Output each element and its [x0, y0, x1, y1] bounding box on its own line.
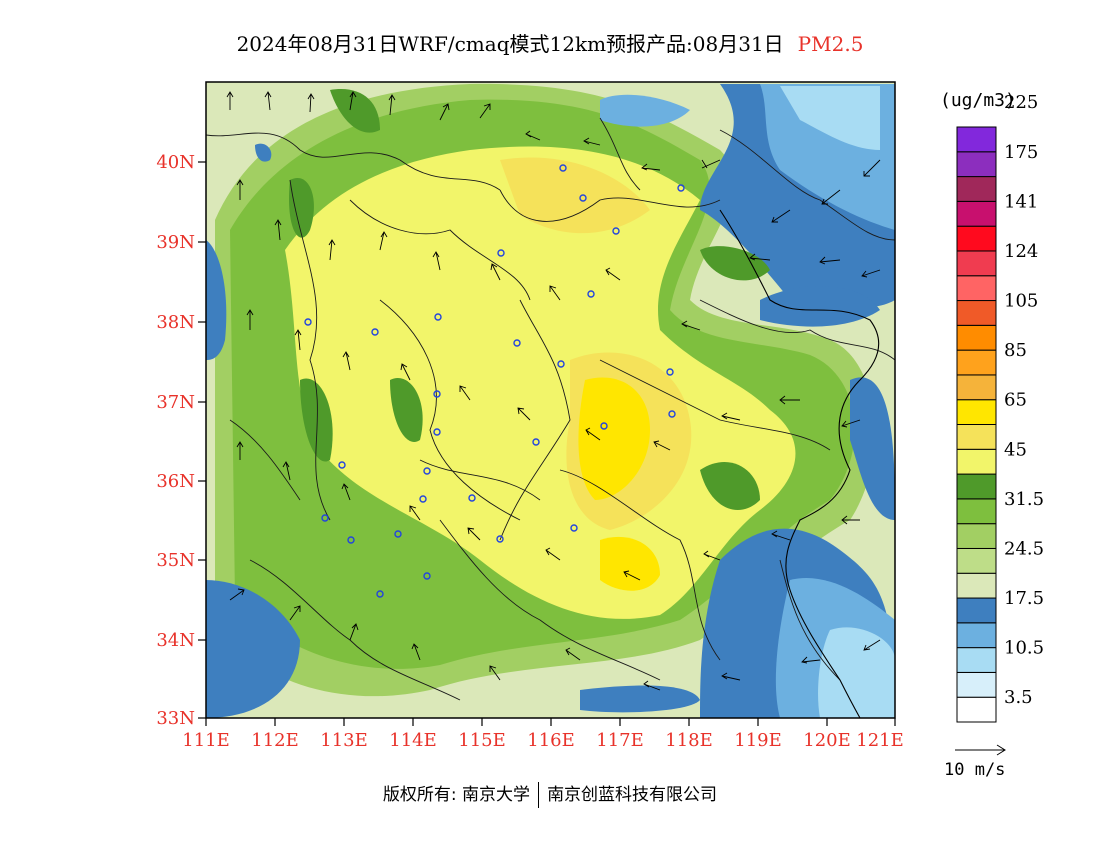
legend-label: 3.5 — [1004, 687, 1033, 708]
legend-swatch — [956, 200, 997, 227]
legend-label: 85 — [1004, 340, 1027, 361]
lat-label-37n: 37N — [156, 392, 195, 413]
lon-label-120e: 120E — [803, 730, 851, 751]
legend-swatch — [956, 349, 997, 376]
lon-label-113e: 113E — [320, 730, 368, 751]
field-blue-west — [206, 240, 227, 360]
legend-label: 45 — [1004, 439, 1027, 460]
legend-swatch — [956, 225, 997, 252]
legend-label: 124 — [1004, 241, 1038, 262]
legend-label: 17.5 — [1004, 588, 1044, 609]
legend-swatch — [956, 424, 997, 450]
lon-label-116e: 116E — [527, 730, 575, 751]
field-peak-south — [600, 536, 660, 591]
legend-swatch — [956, 324, 997, 351]
legend-swatch — [956, 647, 997, 673]
lat-ticks — [198, 161, 206, 719]
legend-swatch — [956, 696, 997, 723]
lat-label-35n: 35N — [156, 550, 195, 571]
legend-label: 24.5 — [1004, 538, 1044, 559]
field-blue-spot — [255, 143, 272, 162]
legend-label: 10.5 — [1004, 638, 1044, 659]
field-darkgreen-1 — [289, 178, 314, 238]
legend-swatch — [956, 498, 997, 525]
field-darkgreen-2 — [330, 89, 380, 133]
province-boundaries — [206, 117, 895, 701]
legend-unit: (ug/m3) — [940, 90, 1016, 111]
city-markers — [304, 164, 685, 598]
legend-swatch — [956, 622, 997, 649]
legend-swatch — [956, 275, 997, 302]
field-blue-southwest — [206, 580, 300, 718]
legend-swatch — [956, 597, 997, 624]
lon-label-119e: 119E — [734, 730, 782, 751]
lon-label-111e: 111E — [182, 730, 230, 751]
lon-label-112e: 112E — [251, 730, 299, 751]
copyright-left: 版权所有: 南京大学 — [382, 785, 531, 805]
lon-label-117e: 117E — [596, 730, 644, 751]
field-blue-yellowsea — [850, 377, 895, 520]
title-text: 2024年08月31日WRF/cmaq模式12km预报产品:08月31日 — [236, 32, 784, 56]
field-blue-se-light — [818, 627, 895, 718]
lon-label-121e: 121E — [856, 730, 904, 751]
lat-label-34n: 34N — [156, 630, 195, 651]
lon-ticks — [205, 718, 896, 726]
legend-label: 105 — [1004, 291, 1038, 312]
legend-labels: 3.5 10.5 17.5 24.5 31.5 45 65 85 105 124 141 175 225 — [1004, 92, 1044, 708]
legend-swatch — [956, 176, 997, 202]
copyright-divider — [538, 782, 540, 808]
legend-label: 141 — [1004, 191, 1038, 212]
field-yellow-core — [285, 146, 796, 619]
legend-label: 175 — [1004, 142, 1038, 163]
legend-swatch — [956, 473, 997, 500]
lat-label-38n: 38N — [156, 312, 195, 333]
lat-label-36n: 36N — [156, 471, 195, 492]
legend-swatch — [956, 399, 997, 425]
legend-swatch — [956, 448, 997, 475]
wind-reference-label: 10 m/s — [944, 760, 1006, 780]
field-darkgreen-5 — [700, 246, 770, 281]
lat-labels: 40N 39N 38N 37N 36N 35N 34N 33N — [156, 152, 195, 729]
copyright: 版权所有: 南京大学 南京创蓝科技有限公司 — [0, 780, 1100, 808]
lat-label-39n: 39N — [156, 232, 195, 253]
concentration-field — [206, 82, 895, 718]
species-label: PM2.5 — [797, 32, 864, 56]
field-yellow-north — [500, 157, 650, 234]
copyright-right: 南京创蓝科技有限公司 — [547, 785, 718, 805]
legend-swatch — [956, 572, 997, 599]
legend-swatch — [956, 250, 997, 277]
legend-swatch — [956, 300, 997, 326]
coastline — [719, 209, 880, 718]
wind-vectors — [226, 91, 881, 691]
field-blue-ne-light — [780, 86, 880, 150]
lon-label-114e: 114E — [389, 730, 437, 751]
legend-swatch — [956, 126, 997, 153]
field-darkgreen-3 — [300, 378, 333, 462]
legend-swatch — [956, 151, 997, 178]
legend-label: 65 — [1004, 390, 1027, 411]
field-darkgreen-6 — [700, 461, 760, 510]
lon-label-115e: 115E — [458, 730, 506, 751]
legend-label: 31.5 — [1004, 489, 1044, 510]
legend-swatch — [956, 547, 997, 574]
chart-title: 2024年08月31日WRF/cmaq模式12km预报产品:08月31日 PM2.… — [0, 28, 1100, 57]
legend-label: 225 — [1004, 92, 1038, 113]
legend-swatch — [956, 671, 997, 698]
field-blue-south — [580, 685, 700, 713]
field-blue-north — [600, 94, 690, 127]
legend-swatch — [956, 523, 997, 549]
field-blue-bohai — [760, 286, 880, 327]
wind-reference-arrow — [955, 744, 1006, 756]
lon-label-118e: 118E — [665, 730, 713, 751]
legend-colorbar — [956, 126, 997, 723]
field-peak-center — [578, 377, 650, 500]
lat-label-33n: 33N — [156, 708, 195, 729]
lon-labels: 111E 112E 113E 114E 115E 116E 117E 118E … — [182, 730, 904, 751]
legend-swatch — [956, 374, 997, 401]
lat-label-40n: 40N — [156, 152, 195, 173]
field-darkgreen-4 — [390, 378, 423, 442]
